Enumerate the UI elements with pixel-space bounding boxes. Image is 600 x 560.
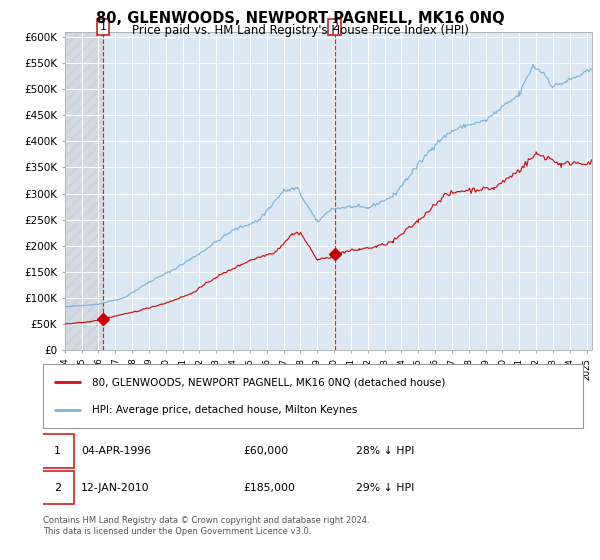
Text: 1: 1 (100, 22, 106, 32)
FancyBboxPatch shape (41, 435, 74, 468)
Text: 28% ↓ HPI: 28% ↓ HPI (356, 446, 415, 456)
Text: 12-JAN-2010: 12-JAN-2010 (81, 483, 149, 493)
FancyBboxPatch shape (41, 471, 74, 504)
Text: 2: 2 (53, 483, 61, 493)
Text: £60,000: £60,000 (243, 446, 288, 456)
Text: HPI: Average price, detached house, Milton Keynes: HPI: Average price, detached house, Milt… (92, 405, 357, 416)
Text: 80, GLENWOODS, NEWPORT PAGNELL, MK16 0NQ: 80, GLENWOODS, NEWPORT PAGNELL, MK16 0NQ (95, 11, 505, 26)
Text: Contains HM Land Registry data © Crown copyright and database right 2024.
This d: Contains HM Land Registry data © Crown c… (43, 516, 370, 536)
Text: 29% ↓ HPI: 29% ↓ HPI (356, 483, 415, 493)
Text: 04-APR-1996: 04-APR-1996 (81, 446, 151, 456)
Text: £185,000: £185,000 (243, 483, 295, 493)
Text: Price paid vs. HM Land Registry's House Price Index (HPI): Price paid vs. HM Land Registry's House … (131, 24, 469, 36)
Text: 80, GLENWOODS, NEWPORT PAGNELL, MK16 0NQ (detached house): 80, GLENWOODS, NEWPORT PAGNELL, MK16 0NQ… (92, 377, 445, 387)
Text: 1: 1 (54, 446, 61, 456)
Text: 2: 2 (331, 22, 338, 32)
